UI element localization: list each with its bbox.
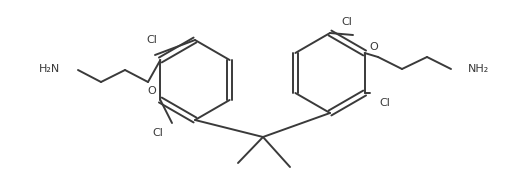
Text: Cl: Cl (147, 35, 158, 45)
Text: Cl: Cl (379, 98, 390, 108)
Text: O: O (370, 42, 378, 52)
Text: Cl: Cl (152, 128, 163, 138)
Text: NH₂: NH₂ (468, 64, 489, 74)
Text: O: O (148, 86, 157, 96)
Text: H₂N: H₂N (39, 64, 60, 74)
Text: Cl: Cl (341, 17, 352, 27)
